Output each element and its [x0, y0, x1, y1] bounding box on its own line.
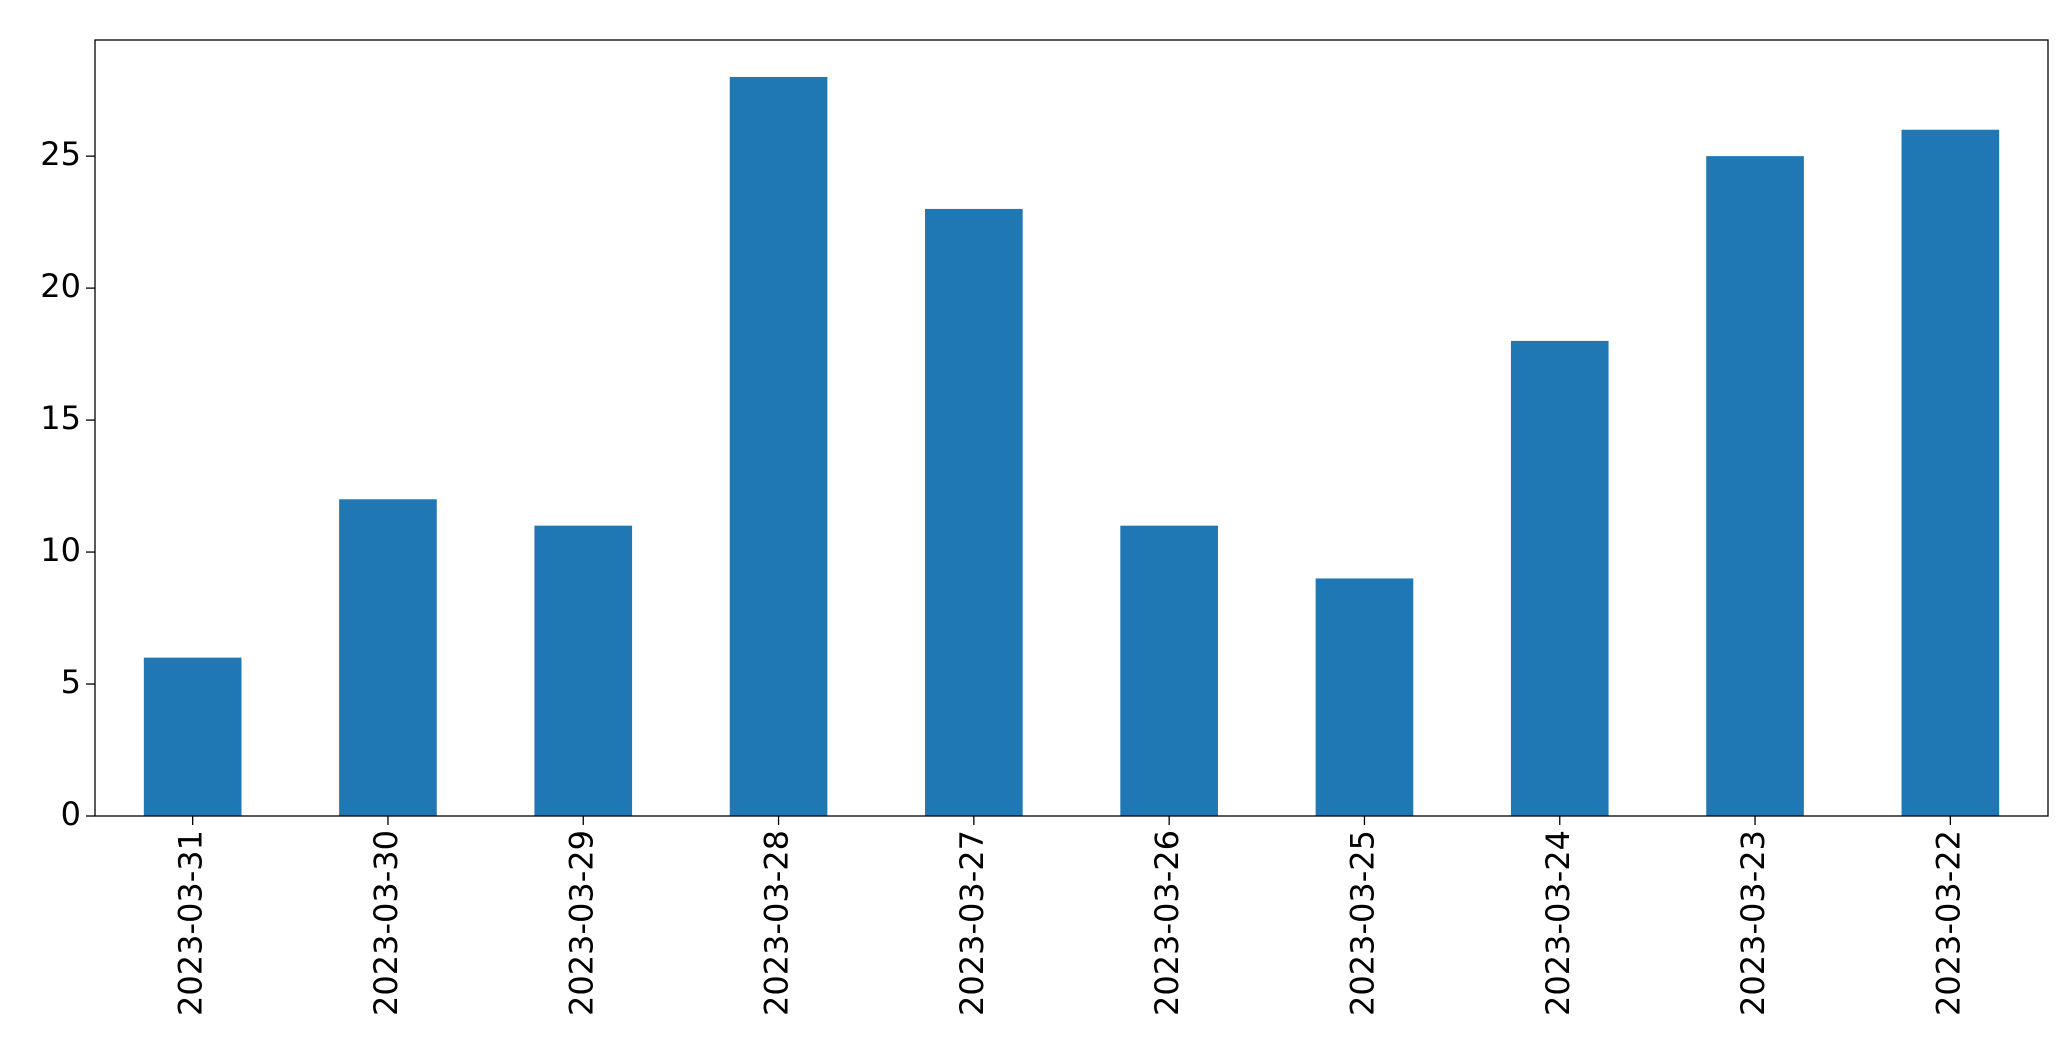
x-tick-label: 2023-03-28: [758, 830, 796, 1016]
y-tick-label: 15: [40, 399, 81, 437]
bar: [1706, 156, 1804, 816]
x-tick-label: 2023-03-29: [562, 830, 600, 1016]
bar: [1315, 578, 1414, 816]
x-tick-label: 2023-03-25: [1343, 830, 1381, 1016]
x-tick-label: 2023-03-22: [1929, 830, 1967, 1016]
x-tick-label: 2023-03-31: [172, 830, 210, 1016]
plot-frame: [94, 39, 2049, 817]
x-tick-label: 2023-03-24: [1539, 830, 1577, 1016]
y-tick-label: 5: [61, 663, 81, 701]
y-tick-label: 10: [40, 531, 81, 569]
y-tick-label: 25: [40, 135, 81, 173]
x-tick-label: 2023-03-30: [367, 830, 405, 1016]
bar: [925, 208, 1023, 816]
bar: [534, 525, 633, 816]
bar: [1901, 129, 2000, 816]
y-tick-label: 0: [61, 795, 81, 833]
x-tick-label: 2023-03-23: [1734, 830, 1772, 1016]
bar: [339, 499, 437, 816]
y-tick-label: 20: [40, 267, 81, 305]
bar: [729, 76, 828, 816]
bar: [1510, 340, 1609, 816]
bar: [1120, 525, 1218, 816]
bar: [143, 657, 242, 816]
x-tick-label: 2023-03-27: [953, 830, 991, 1016]
x-tick-label: 2023-03-26: [1148, 830, 1186, 1016]
